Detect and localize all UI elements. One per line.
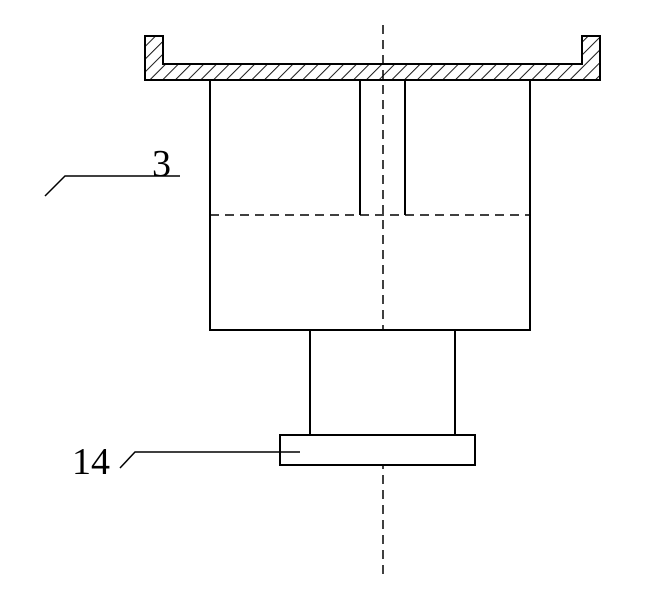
lower-block bbox=[310, 330, 455, 435]
diagram-canvas bbox=[0, 0, 667, 596]
foot-plate bbox=[280, 435, 475, 465]
label-14: 14 bbox=[72, 440, 110, 484]
leader-14 bbox=[120, 452, 300, 468]
label-3: 3 bbox=[152, 142, 171, 186]
body-rect bbox=[210, 80, 530, 330]
top-tray bbox=[145, 36, 600, 80]
